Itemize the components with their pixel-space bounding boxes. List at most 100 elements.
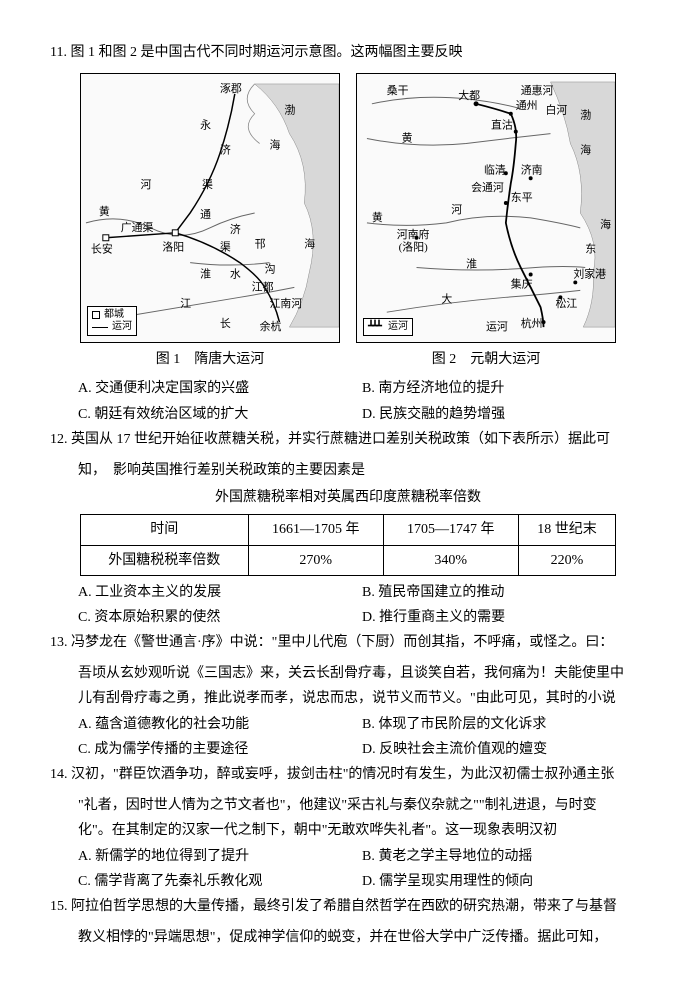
q14-opt-b: B. 黄老之学主导地位的动摇 [362, 844, 646, 869]
m1-huai: 淮 [200, 268, 211, 281]
q13-opt-c: C. 成为儒学传播的主要途径 [78, 737, 362, 762]
q11-opt-d: D. 民族交融的趋势增强 [362, 402, 646, 427]
map2-legend: ┻┻┻运河 [363, 318, 413, 336]
m2-linqing: 临清 [484, 162, 506, 176]
q12-num: 12. [50, 432, 68, 447]
m2-hai: 海 [580, 143, 591, 157]
table-data-row: 外国糖税税率倍数 270% 340% 220% [80, 545, 615, 575]
q15-stem-l1: 阿拉伯哲学思想的大量传播，最终引发了希腊自然哲学在西欧的研究热潮，带来了与基督 [71, 899, 617, 914]
q11-stem: 图 1 和图 2 是中国古代不同时期运河示意图。这两幅图主要反映 [70, 45, 462, 60]
q13-options: A. 蕴含道德教化的社会功能 B. 体现了市民阶层的文化诉求 C. 成为儒学传播… [50, 712, 646, 762]
m2-tongzhou: 通州 [516, 99, 538, 112]
map2-box: 桑干 大都 通惠河 通州 白河 渤 直沽 黄 海 临清 济南 会通河 东平 河 … [356, 73, 616, 372]
map1-svg: 涿郡 渤 永 济 海 河 渠 黄 广通渠 通 济 长安 洛阳 渠 邗 淮 水 沟… [81, 74, 339, 342]
m2-henanfu: 河南府 [397, 227, 430, 241]
m1-ji2: 济 [230, 222, 241, 236]
m1-bo: 渤 [284, 104, 295, 117]
q13-opt-a: A. 蕴含道德教化的社会功能 [78, 712, 362, 737]
m2-huitonghe: 会通河 [471, 181, 504, 194]
td-label: 外国糖税税率倍数 [80, 545, 248, 575]
q11-num: 11. [50, 45, 67, 60]
m1-he: 河 [141, 178, 152, 191]
m2-huang2: 黄 [372, 210, 383, 224]
m2-bo: 渤 [580, 109, 591, 122]
m2-huang: 黄 [402, 131, 413, 145]
q15-num: 15. [50, 899, 68, 914]
q11-opt-b: B. 南方经济地位的提升 [362, 376, 646, 401]
m1-zhuojun: 涿郡 [220, 82, 242, 95]
m1-gou: 沟 [265, 263, 276, 276]
m2-dongping: 东平 [511, 191, 533, 204]
m1-hai: 海 [270, 138, 281, 152]
m2-dong: 东 [585, 243, 596, 256]
m2-zhigu: 直沽 [491, 118, 513, 132]
question-14: 14. 汉初，"群臣饮酒争功，醉或妄呼，拔剑击柱"的情况时有发生，为此汉初儒士叔… [50, 762, 646, 787]
q12-opt-d: D. 推行重商主义的需要 [362, 605, 646, 630]
m1-jiangdu: 江都 [252, 281, 274, 294]
m1-qu: 渠 [202, 178, 213, 191]
q12-stem-l1: 英国从 17 世纪开始征收蔗糖关税，并实行蔗糖进口差别关税政策（如下表所示）据此… [71, 432, 610, 447]
q13-opt-b: B. 体现了市民阶层的文化诉求 [362, 712, 646, 737]
q13-num: 13. [50, 635, 68, 650]
question-12: 12. 英国从 17 世纪开始征收蔗糖关税，并实行蔗糖进口差别关税政策（如下表所… [50, 427, 646, 452]
q12-opt-b: B. 殖民帝国建立的推动 [362, 580, 646, 605]
m1-shui: 水 [230, 268, 241, 281]
question-13: 13. 冯梦龙在《警世通言·序》中说："里中儿代庖（下厨）而创其指，不呼痛，或怪… [50, 630, 646, 655]
m2-jiqing: 集庆 [511, 277, 533, 291]
q12-opt-c: C. 资本原始积累的使然 [78, 605, 362, 630]
m1-jiangnanhe: 江南河 [270, 297, 303, 310]
map1-frame: 涿郡 渤 永 济 海 河 渠 黄 广通渠 通 济 长安 洛阳 渠 邗 淮 水 沟… [80, 73, 340, 343]
m1-yuhang: 余杭 [260, 319, 282, 333]
table-header-row: 时间 1661—1705 年 1705—1747 年 18 世纪末 [80, 515, 615, 545]
q14-opt-d: D. 儒学呈现实用理性的倾向 [362, 869, 646, 894]
q13-stem-l1: 冯梦龙在《警世通言·序》中说："里中儿代庖（下厨）而创其指，不呼痛，或怪之。曰： [71, 635, 613, 650]
th-1705: 1705—1747 年 [383, 515, 518, 545]
m1-changan: 长安 [91, 242, 113, 256]
m2-huai2: 淮 [466, 258, 477, 271]
q14-stem-l3: 化"。在其制定的汉家一代之制下，朝中"无敢欢哗失礼者"。这一现象表明汉初 [50, 818, 646, 843]
m2-songjiang: 松江 [555, 296, 577, 310]
q12-table-caption: 外国蔗糖税率相对英属西印度蔗糖税率倍数 [50, 485, 646, 510]
m2-luoyang: (洛阳) [399, 240, 428, 254]
map2-caption: 图 2 元朝大运河 [356, 347, 616, 372]
q15-stem-l2: 教义相悖的"异端思想"，促成神学信仰的蜕变，并在世俗大学中广泛传播。据此可知， [50, 925, 646, 950]
q14-options: A. 新儒学的地位得到了提升 B. 黄老之学主导地位的动摇 C. 儒学背离了先秦… [50, 844, 646, 894]
m1-hai2: 海 [304, 237, 315, 251]
maps-row: 涿郡 渤 永 济 海 河 渠 黄 广通渠 通 济 长安 洛阳 渠 邗 淮 水 沟… [50, 73, 646, 372]
m2-he: 河 [451, 203, 462, 216]
q13-opt-d: D. 反映社会主流价值观的嬗变 [362, 737, 646, 762]
th-1661: 1661—1705 年 [248, 515, 383, 545]
q11-opt-a: A. 交通便利决定国家的兴盛 [78, 376, 362, 401]
q14-stem-l2: "礼者，因时世人情为之节文者也"，他建议"采古礼与秦仪杂就之""制礼进退，与时变 [50, 793, 646, 818]
map2-svg: 桑干 大都 通惠河 通州 白河 渤 直沽 黄 海 临清 济南 会通河 东平 河 … [357, 74, 615, 342]
q12-options: A. 工业资本主义的发展 B. 殖民帝国建立的推动 C. 资本原始积累的使然 D… [50, 580, 646, 630]
m1-qu2: 渠 [220, 241, 231, 254]
td-v2: 340% [383, 545, 518, 575]
map1-box: 涿郡 渤 永 济 海 河 渠 黄 广通渠 通 济 长安 洛阳 渠 邗 淮 水 沟… [80, 73, 340, 372]
th-18c: 18 世纪末 [518, 515, 615, 545]
q14-opt-a: A. 新儒学的地位得到了提升 [78, 844, 362, 869]
q14-opt-c: C. 儒学背离了先秦礼乐教化观 [78, 869, 362, 894]
map2-frame: 桑干 大都 通惠河 通州 白河 渤 直沽 黄 海 临清 济南 会通河 东平 河 … [356, 73, 616, 343]
m1-luoyang: 洛阳 [162, 240, 184, 254]
q14-stem-l1: 汉初，"群臣饮酒争功，醉或妄呼，拔剑击柱"的情况时有发生，为此汉初儒士叔孙通主张 [71, 767, 614, 782]
m1-legend-canal: 运河 [112, 321, 132, 333]
map1-caption: 图 1 隋唐大运河 [80, 347, 340, 372]
m2-da: 大 [441, 291, 452, 305]
m2-liujiagang: 刘家港 [573, 267, 606, 281]
m1-huang: 黄 [99, 204, 110, 218]
m2-baihe: 白河 [546, 103, 568, 117]
q12-table: 时间 1661—1705 年 1705—1747 年 18 世纪末 外国糖税税率… [80, 514, 616, 575]
map1-legend: 都城 运河 [87, 306, 137, 336]
m1-jiang: 江 [180, 297, 191, 310]
question-15: 15. 阿拉伯哲学思想的大量传播，最终引发了希腊自然哲学在西欧的研究热潮，带来了… [50, 894, 646, 919]
q11-opt-c: C. 朝廷有效统治区域的扩大 [78, 402, 362, 427]
q13-stem-l3: 儿有刮骨疗毒之勇，推此说孝而孝，说忠而忠，说节义而节义。"由此可见，其时的小说 [50, 686, 646, 711]
m2-dadu: 大都 [458, 88, 480, 102]
m1-chang: 长 [220, 317, 231, 330]
m2-sanggan: 桑干 [387, 84, 409, 97]
m1-tong: 通 [200, 208, 211, 221]
m2-hangzhou: 杭州 [521, 316, 543, 330]
q11-options: A. 交通便利决定国家的兴盛 B. 南方经济地位的提升 C. 朝廷有效统治区域的… [50, 376, 646, 426]
q13-stem-l2: 吾顷从玄妙观听说《三国志》来，关云长刮骨疗毒，且谈笑自若，我何痛为！夫能使里中 [50, 661, 646, 686]
